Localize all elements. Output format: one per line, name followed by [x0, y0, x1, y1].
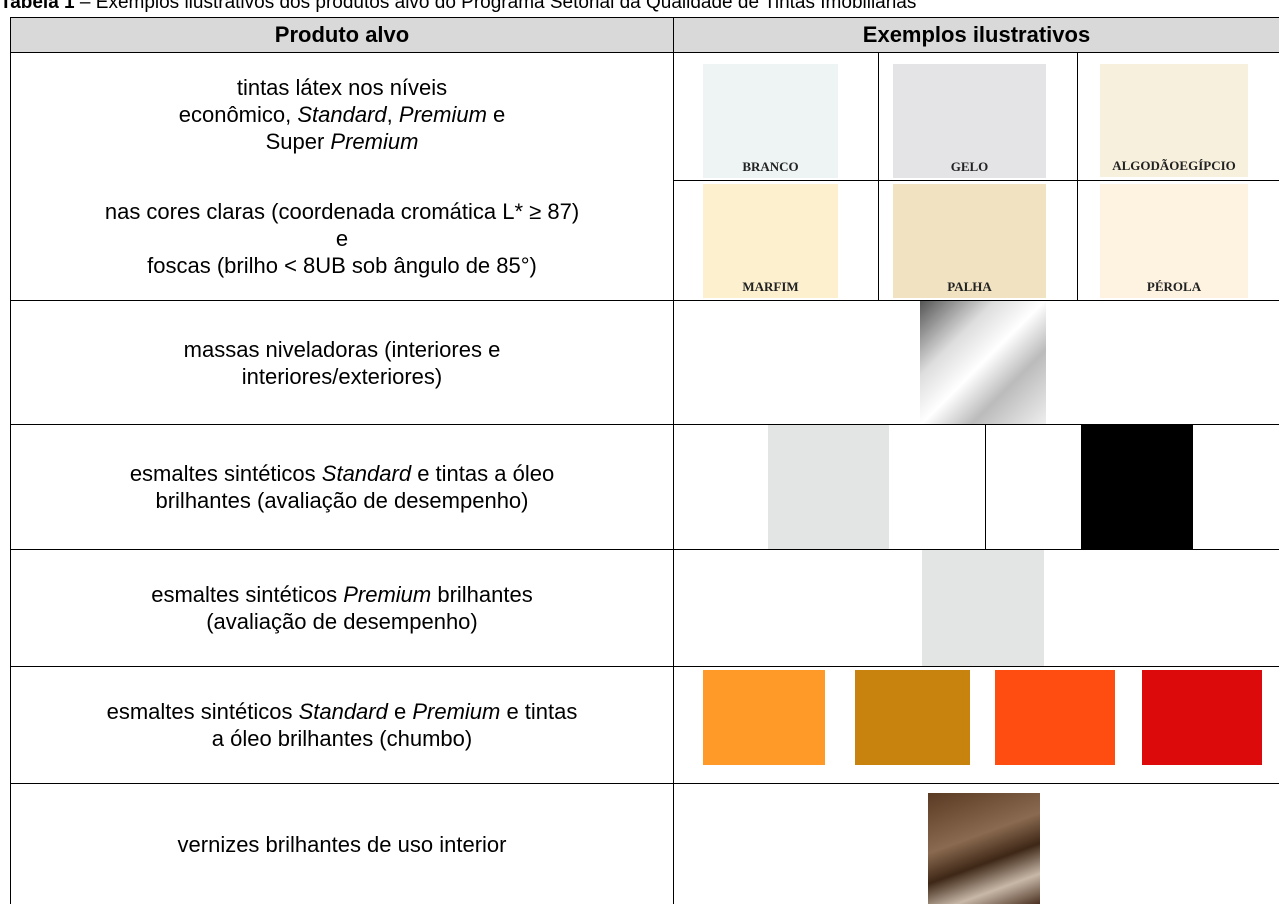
product-cell: esmaltes sintéticos Standard e tintas a … [11, 425, 673, 549]
product-cell: esmaltes sintéticos Standard e Premium e… [11, 667, 673, 783]
text-run: massas niveladoras (interiores e [183, 336, 501, 362]
swatch: GELO [893, 64, 1046, 178]
text-run: brilhantes (avaliação de desempenho) [155, 488, 529, 513]
text-run: econômico, [178, 102, 298, 128]
caption: Tabela 1 – Exemplos ilustrativos dos pro… [0, 0, 916, 14]
text-run: tintas látex nos níveis [236, 75, 448, 101]
text-run: Standard [298, 699, 388, 724]
paragraph: massas niveladoras (interiores e interior… [11, 301, 673, 424]
text-run: Standard [297, 102, 387, 128]
border [10, 17, 11, 904]
text-line: esmaltes sintéticos Standard e Premium e… [107, 698, 578, 725]
header-cell: Exemplos ilustrativos [674, 18, 1279, 52]
text-run: interiores/exteriores) [241, 363, 443, 389]
border [10, 52, 1279, 53]
text-line: vernizes brilhantes de uso interior [178, 831, 507, 858]
text-run: e [387, 699, 413, 724]
paragraph: tintas látex nos níveis econômico, Standa… [11, 53, 673, 177]
text-line: Super Premium [266, 128, 419, 155]
product-cell: vernizes brilhantes de uso interior [11, 784, 673, 904]
text-line: e [336, 225, 348, 252]
product-image [1142, 670, 1262, 765]
text-run: e [335, 225, 349, 251]
swatch-label: ALGODÃO [1112, 158, 1180, 173]
text-line: massas niveladoras (interiores e [184, 336, 501, 363]
product-image [995, 670, 1115, 765]
swatch-label: EGÍPCIO [1179, 158, 1236, 173]
text-run: a óleo brilhantes (chumbo) [211, 726, 473, 751]
border [673, 180, 1279, 181]
product-image [922, 550, 1044, 666]
product-cell: esmaltes sintéticos Premium brilhantes (a… [11, 550, 673, 666]
border [10, 424, 1279, 425]
product-image [928, 793, 1040, 904]
header-cell: Produto alvo [11, 18, 673, 52]
text-run: esmaltes sintéticos [151, 582, 344, 607]
text-run: e tintas [500, 699, 578, 724]
text-line: interiores/exteriores) [242, 363, 443, 390]
product-image [768, 425, 889, 549]
text-line: tintas látex nos níveis [237, 74, 447, 101]
text-run: esmaltes sintéticos [106, 699, 299, 724]
product-cell: tintas látex nos níveis econômico, Standa… [11, 53, 673, 300]
product-cell: massas niveladoras (interiores e interior… [11, 301, 673, 424]
border [1077, 52, 1078, 300]
caption-label: Tabela 1 [0, 0, 75, 13]
border [985, 424, 986, 549]
swatch: ALGODÃO EGÍPCIO [1100, 64, 1248, 177]
text-run: Super [265, 129, 331, 155]
border [10, 666, 1279, 667]
paragraph: esmaltes sintéticos Standard e Premium e… [11, 667, 673, 783]
border [673, 17, 674, 904]
paragraph: esmaltes sintéticos Premium brilhantes (a… [11, 550, 673, 666]
caption-text: – Exemplos ilustrativos dos produtos alv… [74, 0, 917, 13]
text-line: esmaltes sintéticos Standard e tintas a … [130, 460, 554, 487]
product-image [855, 670, 970, 765]
text-run: brilhantes [431, 582, 533, 607]
text-run: , [386, 102, 399, 128]
paragraph: esmaltes sintéticos Standard e tintas a … [11, 425, 673, 549]
text-run: vernizes brilhantes de uso interior [177, 831, 507, 857]
border [10, 549, 1279, 550]
text-run: foscas (brilho < 8UB sob ângulo de 85°) [147, 252, 537, 278]
text-run: (avaliação de desempenho) [206, 609, 478, 634]
product-image [1081, 425, 1193, 549]
product-image [920, 301, 1046, 424]
text-run: esmaltes sintéticos [129, 461, 322, 486]
product-image [703, 670, 825, 765]
text-line: nas cores claras (coordenada cromática L… [105, 198, 579, 225]
text-line: a óleo brilhantes (chumbo) [212, 725, 472, 752]
text-run: e tintas a óleo [411, 461, 555, 486]
swatch: PALHA [893, 184, 1046, 298]
border [10, 783, 1279, 784]
text-line: (avaliação de desempenho) [206, 608, 478, 635]
swatch: MARFIM [703, 184, 838, 298]
text-line: esmaltes sintéticos Premium brilhantes [151, 581, 533, 608]
text-line: foscas (brilho < 8UB sob ângulo de 85°) [147, 252, 537, 279]
text-run: e [486, 102, 506, 128]
border [10, 300, 1279, 301]
swatch: BRANCO [703, 64, 838, 178]
text-run: nas cores claras (coordenada cromática L… [104, 198, 580, 224]
text-run: Premium [343, 582, 432, 607]
text-line: brilhantes (avaliação de desempenho) [155, 487, 528, 514]
swatch: PÉROLA [1100, 184, 1248, 298]
text-line: econômico, Standard, Premium e [179, 101, 506, 128]
text-run: Standard [321, 461, 412, 486]
paragraph: vernizes brilhantes de uso interior [11, 784, 673, 904]
border [878, 52, 879, 300]
text-run: Premium [412, 699, 501, 724]
text-run: Premium [330, 129, 419, 155]
text-run: Premium [398, 102, 487, 128]
border [10, 17, 1279, 18]
paragraph: nas cores claras (coordenada cromática L… [11, 177, 673, 301]
